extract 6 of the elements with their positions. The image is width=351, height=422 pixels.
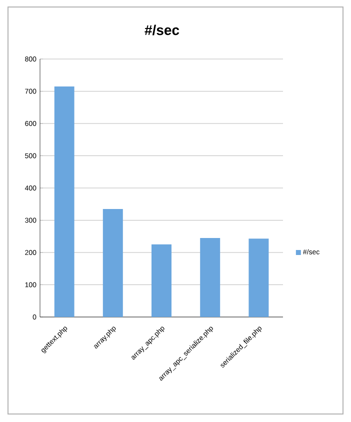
bar [54,86,74,317]
bar [102,208,123,317]
bar [248,238,269,317]
bar [200,238,220,317]
chart-title: #/sec [144,24,180,36]
bar [152,244,172,317]
